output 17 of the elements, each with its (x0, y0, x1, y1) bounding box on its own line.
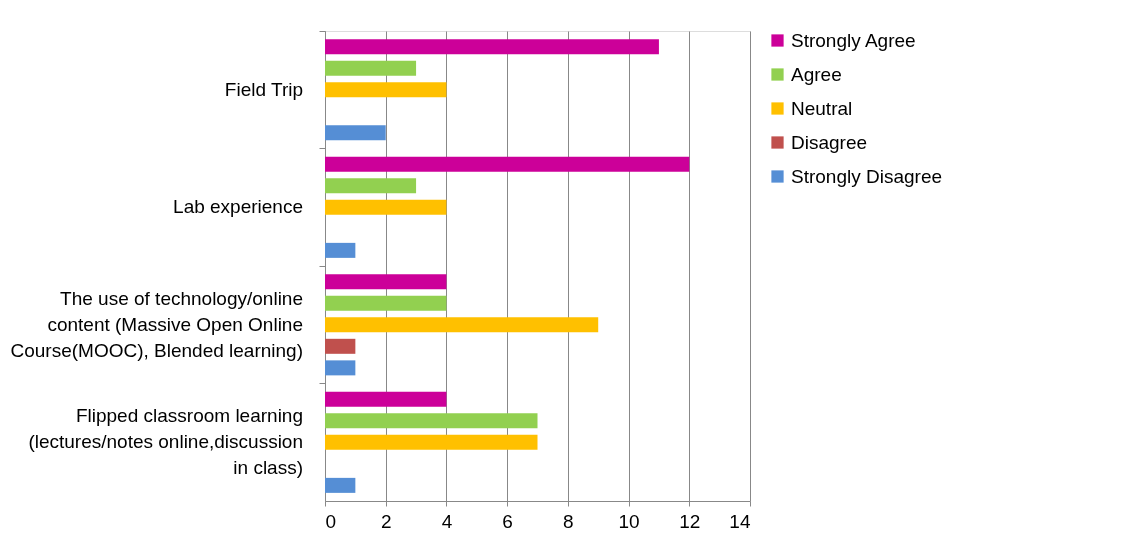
y-tick-label: The use of technology/online content (Massive Open Online Course(MOOC), Blended learning) (10, 287, 303, 361)
x-tick-label: 8 (563, 510, 574, 532)
x-tick-label: 6 (502, 510, 513, 532)
x-tick-label: 4 (441, 510, 453, 532)
x-tick-label: 0 (325, 510, 337, 532)
legend-label: Agree (791, 63, 842, 85)
y-tick-label: Field Trip (224, 78, 303, 100)
x-tick-label: 2 (380, 510, 392, 532)
x-tick-label: 10 (618, 510, 640, 532)
y-tick-label: Lab experience (173, 196, 303, 218)
y-tick-label: Flipped classroom learning (lectures/notes online,discussion in class) (28, 405, 303, 479)
x-tick-label: 12 (679, 510, 701, 532)
x-tick-label: 14 (729, 510, 751, 532)
legend-label: Neutral (791, 97, 853, 119)
legend-label: Strongly Agree (791, 29, 916, 51)
legend-label: Strongly Disagree (791, 165, 943, 187)
legend-label: Disagree (791, 131, 868, 153)
